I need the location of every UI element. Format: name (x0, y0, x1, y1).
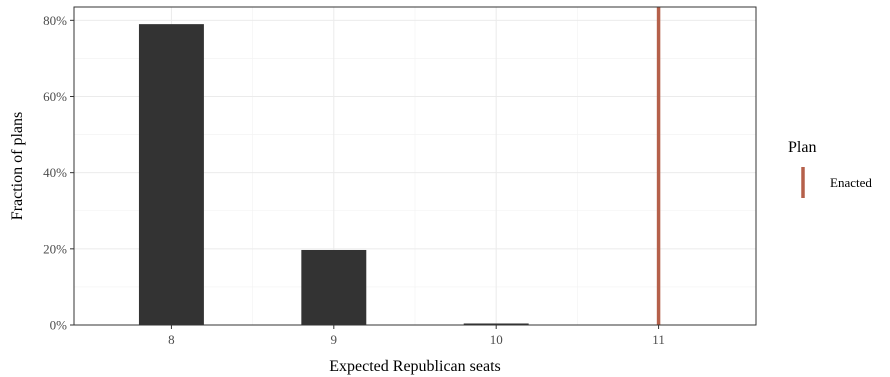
y-tick-label: 0% (50, 318, 68, 333)
x-tick-label: 8 (168, 332, 175, 347)
bars (138, 24, 529, 325)
y-tick-label: 60% (43, 89, 67, 104)
legend: Plan Enacted (788, 139, 872, 198)
y-tick-label: 20% (43, 241, 67, 256)
x-tick-label: 10 (490, 332, 503, 347)
legend-title: Plan (788, 139, 816, 156)
x-tick-label: 9 (331, 332, 338, 347)
y-tick-label: 80% (43, 13, 67, 28)
y-axis-title: Fraction of plans (9, 112, 26, 220)
legend-label-enacted: Enacted (830, 175, 872, 190)
x-tick-label: 11 (652, 332, 665, 347)
panel-border (73, 6, 757, 326)
bar-8 (138, 24, 204, 325)
y-tick-label: 40% (43, 165, 67, 180)
bar-10 (463, 323, 529, 325)
x-axis-title: Expected Republican seats (329, 358, 501, 375)
axis-ticks: 0% 20% 40% 60% 80% 8 9 10 11 (43, 13, 665, 347)
bar-9 (301, 249, 367, 325)
